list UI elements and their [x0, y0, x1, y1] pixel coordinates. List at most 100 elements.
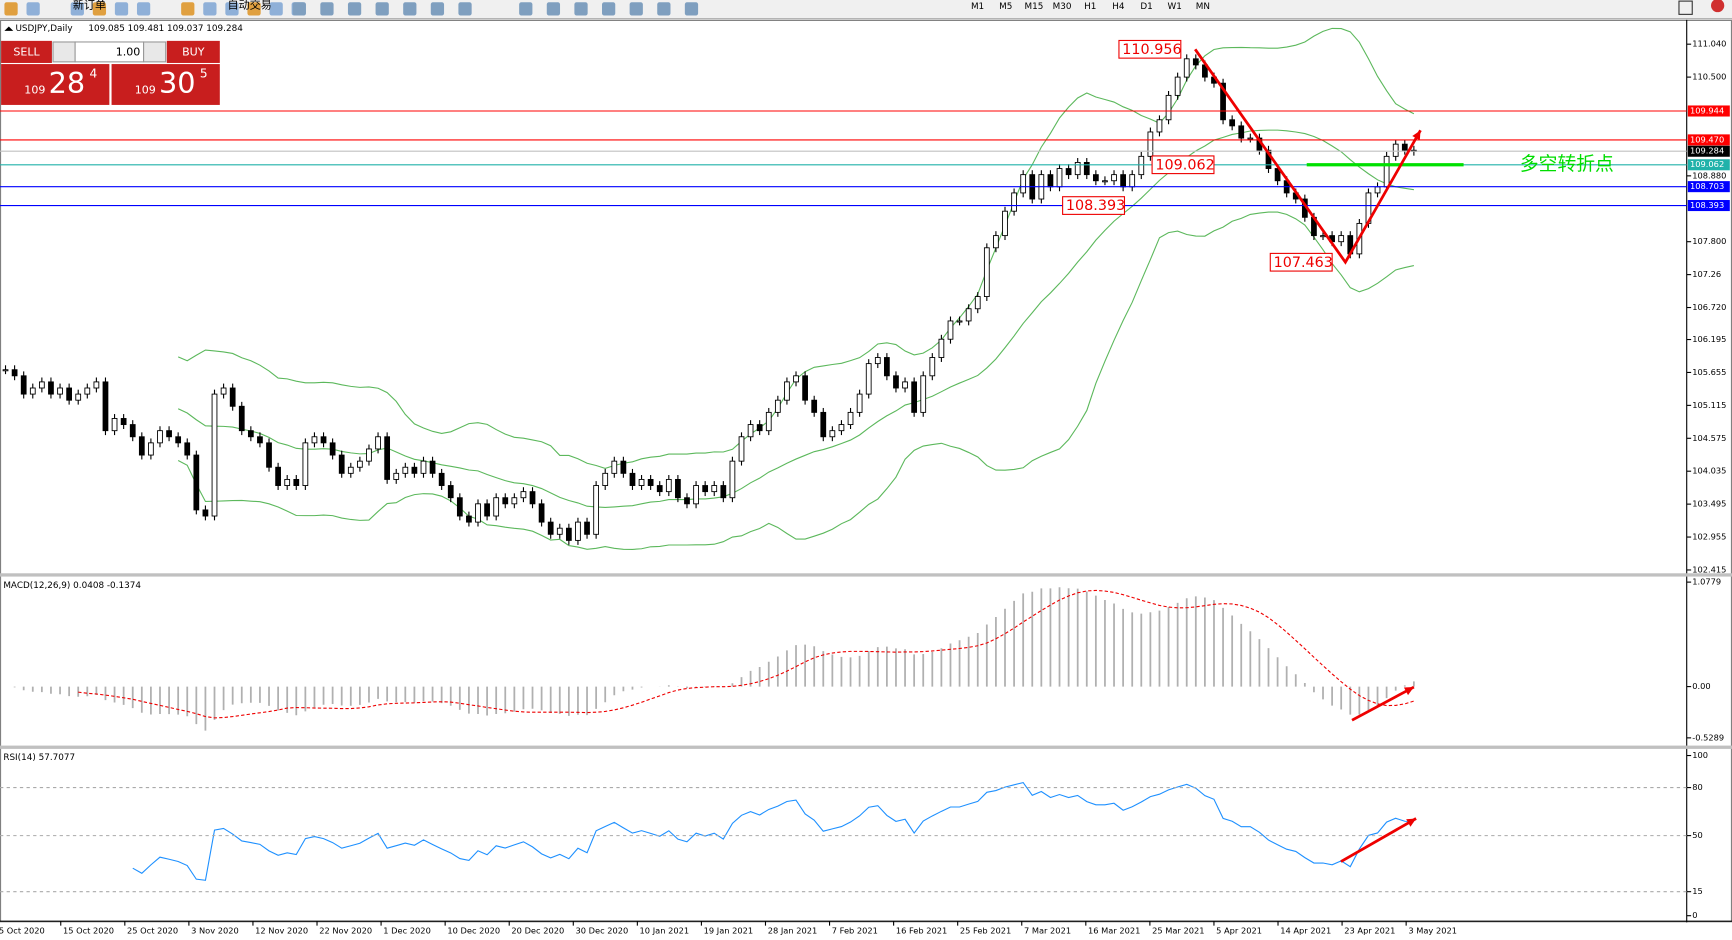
candle	[1092, 174, 1099, 182]
candle	[29, 387, 36, 395]
price-fraction[interactable]: 4	[89, 67, 97, 81]
price-pips[interactable]: 28	[49, 66, 86, 100]
panel-layer	[13, 587, 1415, 731]
candle	[1274, 168, 1281, 182]
buy-button[interactable]	[166, 40, 220, 63]
y-tick-label: 107.26	[1692, 269, 1721, 279]
timeframe-button[interactable]: M1	[971, 2, 984, 12]
level-tag-label: 109.470	[1690, 134, 1724, 144]
candle	[620, 460, 627, 474]
y-tick-label: 105.115	[1692, 400, 1726, 410]
candle	[811, 399, 818, 413]
search-icon[interactable]	[1678, 0, 1693, 15]
toolbar-icon[interactable]	[247, 2, 261, 16]
toolbar-icon[interactable]	[136, 2, 151, 16]
toolbar-icon[interactable]	[320, 2, 334, 16]
level-tag-label: 108.703	[1690, 181, 1724, 191]
alert-icon[interactable]	[1711, 0, 1725, 13]
candle	[520, 491, 527, 499]
toolbar-icon[interactable]	[26, 2, 40, 16]
timeframe-button[interactable]: H1	[1084, 2, 1096, 12]
toolbar-button[interactable]: 自动交易	[228, 0, 272, 12]
candle	[729, 460, 736, 499]
toolbar-icon[interactable]	[292, 2, 306, 16]
toolbar-icon[interactable]	[92, 2, 107, 16]
candle	[1238, 125, 1245, 139]
toolbar-icon[interactable]	[657, 2, 671, 16]
rsi-title: RSI(14) 57.7077	[3, 753, 75, 763]
candle	[447, 485, 454, 499]
sell-button[interactable]	[1, 40, 52, 63]
timeframe-button[interactable]: M30	[1053, 2, 1072, 12]
buy-label[interactable]: BUY	[182, 45, 205, 58]
candle	[893, 375, 899, 389]
candle	[611, 460, 618, 474]
toolbar-icon[interactable]	[375, 2, 389, 16]
price-box[interactable]	[1, 64, 110, 105]
toolbar-icon[interactable]	[181, 2, 195, 16]
y-tick-label: 1.0779	[1692, 577, 1721, 587]
timeframe-button[interactable]: W1	[1168, 2, 1182, 12]
annotation-box	[1151, 155, 1215, 175]
price-pips[interactable]: 30	[159, 66, 196, 100]
toolbar-icon[interactable]	[203, 2, 217, 16]
candle	[247, 430, 254, 438]
lot-down[interactable]	[52, 41, 76, 63]
toolbar-icon[interactable]	[430, 2, 445, 16]
candle	[720, 485, 727, 499]
x-tick-label: 14 Apr 2021	[1280, 926, 1331, 936]
candle	[602, 472, 609, 486]
y-tick-label: 100	[1692, 750, 1708, 760]
candle	[965, 308, 972, 322]
timeframe-button[interactable]: M5	[999, 2, 1012, 12]
candle	[75, 393, 82, 401]
annotation-box	[1118, 39, 1182, 59]
toolbar-icon[interactable]	[602, 2, 616, 16]
y-tick-label: 80	[1692, 782, 1703, 792]
timeframe-button[interactable]: M15	[1024, 2, 1043, 12]
toolbar-icon[interactable]	[225, 2, 239, 16]
y-tick-label: -0.5289	[1692, 732, 1724, 742]
toolbar-icon[interactable]	[458, 2, 472, 16]
candle	[175, 436, 182, 444]
annotation-box	[1269, 252, 1333, 272]
lot-value[interactable]: 1.00	[116, 45, 141, 58]
x-tick-label: 12 Nov 2020	[255, 926, 308, 936]
candle	[1220, 82, 1226, 121]
candle	[1165, 94, 1172, 121]
toolbar-icon[interactable]	[403, 2, 417, 16]
toolbar-icon[interactable]	[4, 2, 18, 16]
candle	[656, 485, 663, 493]
timeframe-button[interactable]: D1	[1140, 2, 1152, 12]
price-box[interactable]	[111, 64, 220, 105]
candle	[475, 503, 481, 523]
toolbar-icon[interactable]	[574, 2, 588, 16]
x-tick-label: 25 Oct 2020	[127, 926, 178, 936]
timeframe-button[interactable]: MN	[1196, 2, 1210, 12]
panel-layer	[132, 781, 1414, 881]
toolbar-icon[interactable]	[684, 2, 699, 16]
sell-label[interactable]: SELL	[13, 45, 40, 58]
toolbar-icon[interactable]	[269, 2, 283, 16]
toolbar-icon[interactable]	[629, 2, 643, 16]
candle	[420, 460, 427, 474]
toolbar-icon[interactable]	[347, 2, 362, 16]
candle	[484, 503, 490, 517]
candle	[974, 296, 981, 310]
candle	[238, 405, 245, 432]
candle	[856, 393, 863, 413]
candle	[538, 503, 545, 523]
toolbar-icon[interactable]	[519, 2, 533, 16]
toolbar-button[interactable]: 新订单	[73, 0, 106, 12]
price-big-figure[interactable]: 109	[135, 84, 156, 97]
candle	[911, 381, 918, 413]
candle	[1120, 174, 1126, 188]
trend-arrow-head	[1412, 130, 1421, 141]
lot-up[interactable]	[143, 41, 167, 63]
price-fraction[interactable]: 5	[200, 67, 208, 81]
price-big-figure[interactable]: 109	[24, 84, 45, 97]
timeframe-button[interactable]: H4	[1112, 2, 1125, 12]
toolbar-icon[interactable]	[70, 2, 84, 16]
toolbar-icon[interactable]	[546, 2, 561, 16]
toolbar-icon[interactable]	[114, 2, 129, 16]
